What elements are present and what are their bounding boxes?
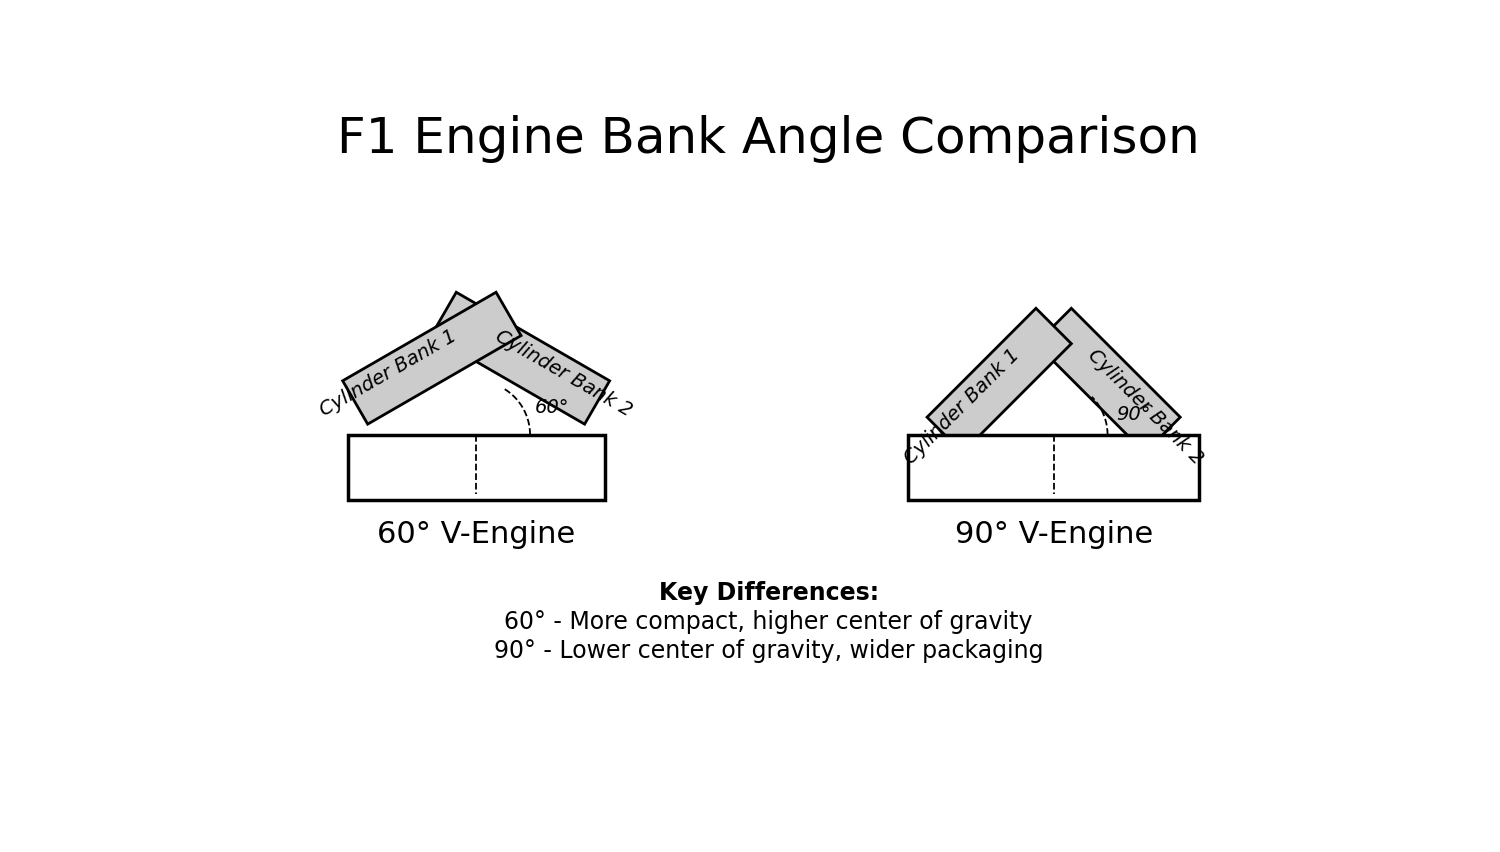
Polygon shape	[430, 292, 609, 424]
Text: 60°: 60°	[534, 398, 568, 417]
Text: 90° - Lower center of gravity, wider packaging: 90° - Lower center of gravity, wider pac…	[494, 639, 1044, 663]
Polygon shape	[342, 292, 520, 424]
Text: 90°: 90°	[1116, 405, 1150, 424]
Text: Cylinder Bank 2: Cylinder Bank 2	[492, 326, 636, 420]
Bar	[348, 435, 604, 500]
Polygon shape	[927, 308, 1071, 452]
Text: Key Differences:: Key Differences:	[658, 581, 879, 605]
Polygon shape	[1036, 308, 1180, 452]
Text: 60° - More compact, higher center of gravity: 60° - More compact, higher center of gra…	[504, 610, 1034, 635]
Text: F1 Engine Bank Angle Comparison: F1 Engine Bank Angle Comparison	[338, 115, 1200, 164]
Bar	[908, 435, 1200, 500]
Text: Cylinder Bank 1: Cylinder Bank 1	[900, 346, 1023, 469]
Text: 60° V-Engine: 60° V-Engine	[376, 520, 576, 549]
Text: Cylinder Bank 1: Cylinder Bank 1	[316, 326, 460, 420]
Text: 90° V-Engine: 90° V-Engine	[954, 520, 1154, 549]
Text: Cylinder Bank 2: Cylinder Bank 2	[1084, 346, 1206, 469]
